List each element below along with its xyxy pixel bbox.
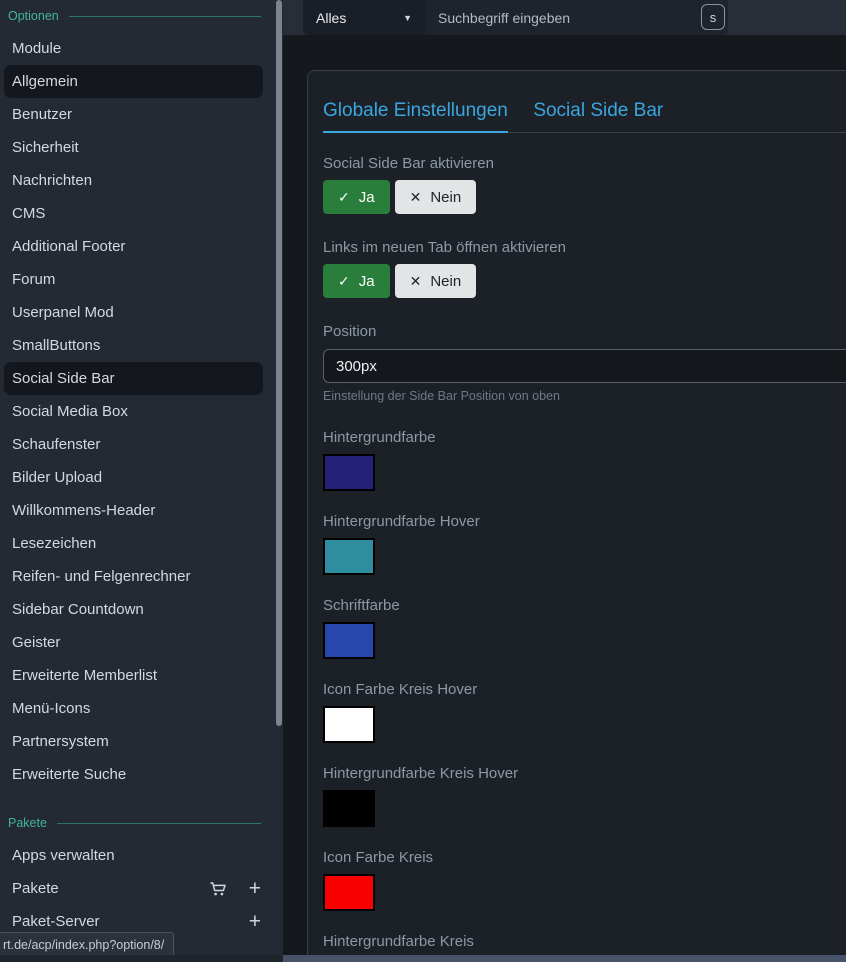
sidebar-item-willkommens-header[interactable]: Willkommens-Header <box>12 502 156 519</box>
horizontal-scrollbar-thumb[interactable] <box>283 955 846 962</box>
position-help-text: Einstellung der Side Bar Position von ob… <box>323 389 560 403</box>
field-label-hintergrundfarbe-kreis: Hintergrundfarbe Kreis <box>323 933 474 950</box>
plus-icon[interactable]: + <box>248 877 261 900</box>
shortcut-key-label: s <box>709 9 717 25</box>
toggle-group: ✓ Ja ✕ Nein <box>323 264 846 298</box>
color-swatch-hintergrundfarbe-hover[interactable] <box>323 538 375 575</box>
status-url-text: rt.de/acp/index.php?option/8/ <box>3 937 165 952</box>
yes-button[interactable]: ✓ Ja <box>323 264 390 298</box>
color-swatch-hintergrundfarbe[interactable] <box>323 454 375 491</box>
sidebar-item-benutzer[interactable]: Benutzer <box>12 106 73 123</box>
field-label-icon-farbe-kreis: Icon Farbe Kreis <box>323 849 434 866</box>
sidebar-item-forum[interactable]: Forum <box>12 271 56 288</box>
sidebar-item-module[interactable]: Module <box>12 40 62 57</box>
sidebar-item-paket-server[interactable]: Paket-Server + <box>0 905 283 938</box>
sidebar-item-geister[interactable]: Geister <box>12 634 61 651</box>
sidebar-item-label: Paket-Server <box>12 913 100 930</box>
sidebar-section-optionen: Optionen <box>0 0 283 32</box>
x-icon: ✕ <box>409 188 422 205</box>
sidebar-item-partnersystem[interactable]: Partnersystem <box>12 733 109 750</box>
section-divider <box>56 822 261 824</box>
tab-globale-einstellungen[interactable]: Globale Einstellungen <box>323 100 508 133</box>
chevron-down-icon: ▼ <box>403 12 412 23</box>
check-icon: ✓ <box>338 272 350 289</box>
color-swatch-schriftfarbe[interactable] <box>323 622 375 659</box>
field-label-hintergrundfarbe: Hintergrundfarbe <box>323 429 436 446</box>
x-icon: ✕ <box>409 272 422 289</box>
sidebar-item-erweiterte-suche[interactable]: Erweiterte Suche <box>12 766 127 783</box>
sidebar-item-cms[interactable]: CMS <box>12 205 46 222</box>
field-label-links-neuer-tab: Links im neuen Tab öffnen aktivieren <box>323 239 566 256</box>
yes-button-label: Ja <box>358 272 375 290</box>
color-swatch-hintergrundfarbe-kreis-hover[interactable] <box>323 790 375 827</box>
sidebar-item-social-side-bar[interactable]: Social Side Bar <box>4 362 263 395</box>
search-box: s <box>425 0 728 35</box>
sidebar-item-bilder-upload[interactable]: Bilder Upload <box>12 469 103 486</box>
sidebar-item-lesezeichen[interactable]: Lesezeichen <box>12 535 97 552</box>
yes-button-label: Ja <box>358 188 375 206</box>
section-title: Optionen <box>8 9 59 23</box>
search-filter-value: Alles <box>316 9 347 26</box>
search-input[interactable] <box>425 0 728 35</box>
keyboard-shortcut-badge: s <box>701 4 725 30</box>
horizontal-scrollbar[interactable] <box>0 955 846 962</box>
field-label-schriftfarbe: Schriftfarbe <box>323 597 400 614</box>
no-button-label: Nein <box>430 188 462 206</box>
sidebar-item-smallbuttons[interactable]: SmallButtons <box>12 337 101 354</box>
toggle-group: ✓ Ja ✕ Nein <box>323 180 846 214</box>
search-filter-dropdown[interactable]: Alles ▼ <box>303 0 425 35</box>
topbar: Alles ▼ s <box>283 0 846 35</box>
sidebar-item-label: Pakete <box>12 880 59 897</box>
field-label-hintergrundfarbe-hover: Hintergrundfarbe Hover <box>323 513 480 530</box>
status-url-tooltip: rt.de/acp/index.php?option/8/ <box>0 932 175 956</box>
cart-icon[interactable] <box>208 879 227 898</box>
sidebar-item-erweiterte-memberlist[interactable]: Erweiterte Memberlist <box>12 667 158 684</box>
sidebar-item-additional-footer[interactable]: Additional Footer <box>12 238 126 255</box>
section-divider <box>68 15 261 17</box>
sidebar-section-pakete: Pakete <box>0 807 283 839</box>
color-swatch-icon-farbe-kreis-hover[interactable] <box>323 706 375 743</box>
sidebar-item-pakete[interactable]: Pakete + <box>0 872 283 905</box>
color-swatch-icon-farbe-kreis[interactable] <box>323 874 375 911</box>
sidebar-item-social-media-box[interactable]: Social Media Box <box>12 403 128 420</box>
field-label-position: Position <box>323 323 377 340</box>
sidebar-scrollbar[interactable] <box>276 0 282 726</box>
sidebar-item-sicherheit[interactable]: Sicherheit <box>12 139 79 156</box>
sidebar-item-reifen-felgenrechner[interactable]: Reifen- und Felgenrechner <box>12 568 191 585</box>
no-button-label: Nein <box>430 272 462 290</box>
tab-social-side-bar[interactable]: Social Side Bar <box>533 100 664 121</box>
sidebar-item-sidebar-countdown[interactable]: Sidebar Countdown <box>12 601 144 618</box>
sidebar-item-apps-verwalten[interactable]: Apps verwalten <box>12 847 115 864</box>
tab-bar: Globale Einstellungen Social Side Bar <box>323 100 846 133</box>
sidebar-item-nachrichten[interactable]: Nachrichten <box>12 172 93 189</box>
no-button[interactable]: ✕ Nein <box>394 264 477 298</box>
field-label-icon-farbe-kreis-hover: Icon Farbe Kreis Hover <box>323 681 478 698</box>
yes-button[interactable]: ✓ Ja <box>323 180 390 214</box>
no-button[interactable]: ✕ Nein <box>394 180 477 214</box>
plus-icon[interactable]: + <box>248 910 261 933</box>
field-label-hintergrundfarbe-kreis-hover: Hintergrundfarbe Kreis Hover <box>323 765 519 782</box>
field-label-social-side-bar-aktivieren: Social Side Bar aktivieren <box>323 155 494 172</box>
settings-panel: Globale Einstellungen Social Side Bar So… <box>307 70 846 962</box>
position-input[interactable] <box>323 349 846 383</box>
search-bar: Alles ▼ s <box>303 0 728 35</box>
section-title: Pakete <box>8 816 47 830</box>
sidebar-item-schaufenster[interactable]: Schaufenster <box>12 436 101 453</box>
sidebar: Optionen Module Allgemein Benutzer Siche… <box>0 0 283 962</box>
sidebar-item-allgemein[interactable]: Allgemein <box>4 65 263 98</box>
sidebar-item-userpanel-mod[interactable]: Userpanel Mod <box>12 304 114 321</box>
check-icon: ✓ <box>338 188 350 205</box>
sidebar-item-menu-icons[interactable]: Menü-Icons <box>12 700 91 717</box>
